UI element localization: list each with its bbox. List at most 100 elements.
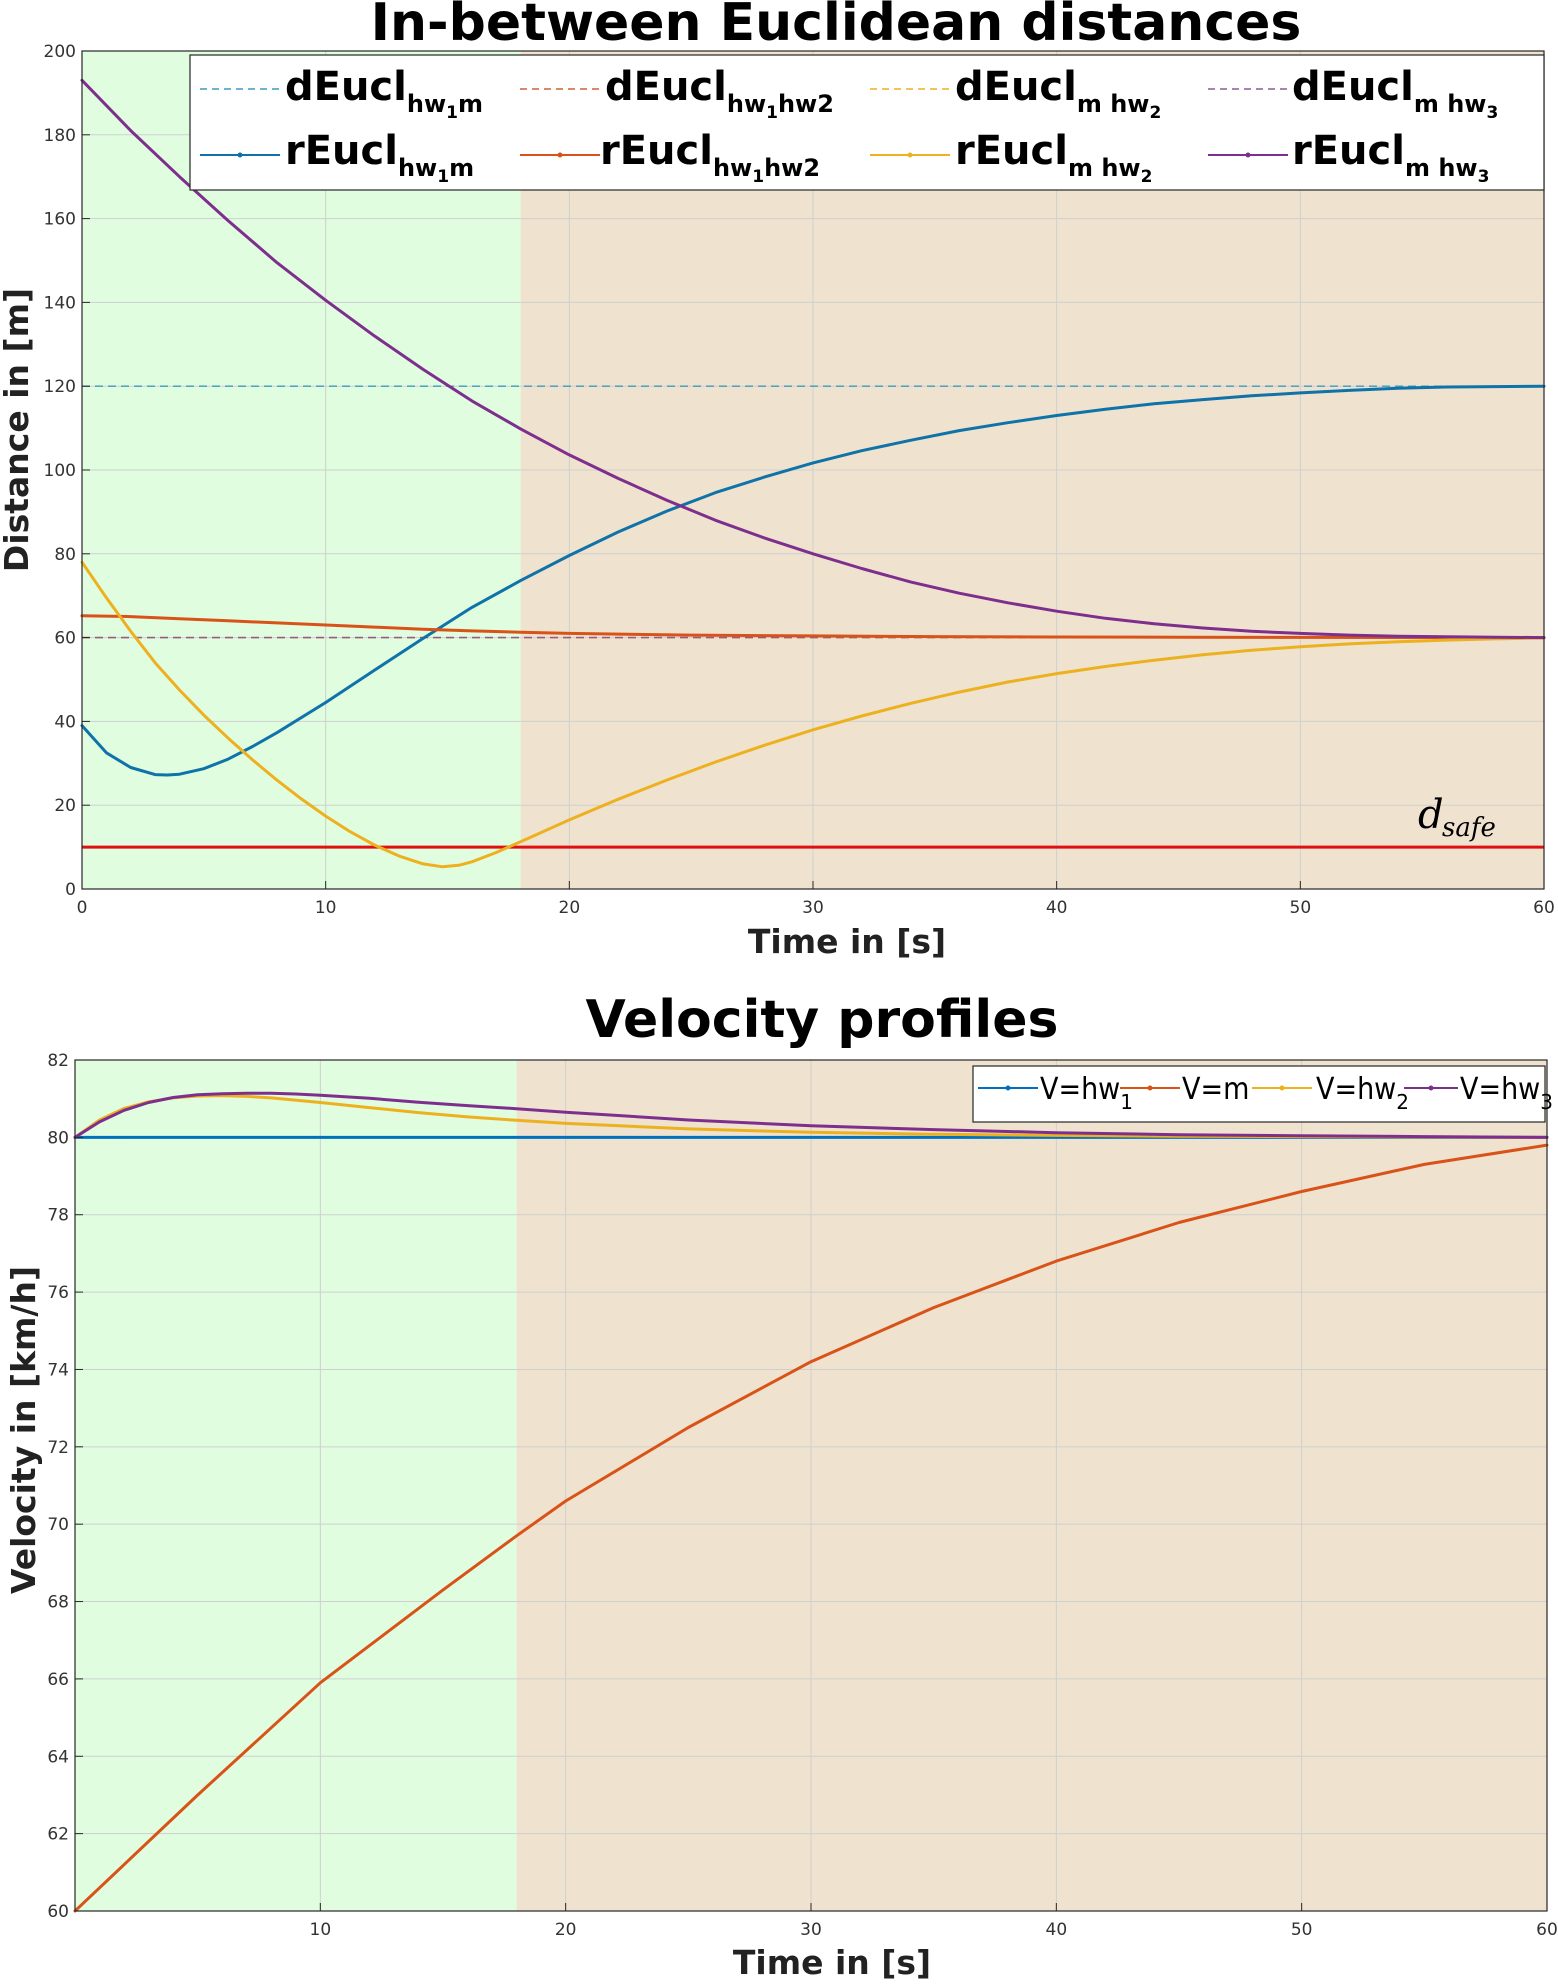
series-line-rEucl_mhw3 <box>80 78 1546 640</box>
x-tick-label-60: 60 <box>1536 1920 1558 1940</box>
svg-text:dEuclm hw3: dEuclm hw3 <box>1292 64 1498 123</box>
legend-sub-dEucl-hw1hw2-2: 1 <box>766 103 778 123</box>
y-tick-label-76: 76 <box>47 1283 69 1303</box>
velocity-y-axis-label: Velocity in [km/h] <box>4 1266 43 1594</box>
svg-text:V=hw1: V=hw1 <box>1040 1072 1133 1114</box>
svg-text:dEuclm hw2: dEuclm hw2 <box>955 64 1161 123</box>
legend-text-dEucl-mhw3: dEucl <box>1292 64 1414 110</box>
legend-sub-rEucl-mhw3-1: m hw <box>1405 154 1478 182</box>
y-tick-label-66: 66 <box>47 1670 69 1690</box>
distance-reference-lines <box>82 385 1544 639</box>
x-tick-label-40: 40 <box>1046 898 1068 918</box>
distance-y-axis-label: Distance in [m] <box>0 288 36 572</box>
y-tick-label-120: 120 <box>44 377 76 397</box>
legend-sub-v-hw1: 1 <box>1120 1090 1133 1114</box>
svg-text:rEuclhw1m: rEuclhw1m <box>285 128 474 187</box>
svg-text:rEuclhw1hw2: rEuclhw1hw2 <box>600 128 820 187</box>
distance-legend: dEuclhw1m dEuclhw1hw2 dEuclm hw2 dEuclm … <box>189 54 1545 191</box>
legend-sub-dEucl-hw1m-2: 1 <box>446 103 458 123</box>
distance-x-axis-label: Time in [s] <box>748 922 946 961</box>
legend-sub-v-hw3: 3 <box>1540 1090 1553 1114</box>
legend-entry-dEucl-hw1m: dEuclhw1m <box>200 64 483 123</box>
x-tick-label-20: 20 <box>555 1920 577 1940</box>
y-tick-label-72: 72 <box>47 1438 69 1458</box>
y-tick-label-200: 200 <box>44 42 76 62</box>
velocity-tick-labels: 10 20 30 40 50 60 60 62 64 66 68 70 72 74 76 78 80 82 <box>47 1051 1557 1940</box>
y-tick-label-70: 70 <box>47 1515 69 1535</box>
dsafe-label-sub: safe <box>1442 813 1496 843</box>
legend-sub-dEucl-hw1hw2-3: hw2 <box>778 90 834 118</box>
legend-sub-rEucl-hw1m-1: hw <box>398 154 437 182</box>
velocity-phase-regions <box>75 1060 1547 1911</box>
velocity-legend-box <box>972 1065 1546 1123</box>
phase-region-1 <box>75 1060 517 1911</box>
legend-text-rEucl-mhw3: rEucl <box>1292 128 1405 174</box>
dsafe-label-main: d <box>1418 792 1444 838</box>
x-tick-label-0: 0 <box>77 898 88 918</box>
legend-sub-rEucl-hw1m-2: 1 <box>437 167 449 187</box>
series-line-rEucl_mhw2 <box>80 560 1546 869</box>
dsafe-label: d safe <box>1418 792 1496 843</box>
legend-entry-dEucl-mhw3: dEuclm hw3 <box>1208 64 1498 123</box>
x-tick-label-50: 50 <box>1291 1920 1313 1940</box>
legend-entry-dEucl-mhw2: dEuclm hw2 <box>870 64 1161 123</box>
y-tick-label-80: 80 <box>54 545 76 565</box>
legend-entry-dEucl-hw1hw2: dEuclhw1hw2 <box>520 64 834 123</box>
y-tick-label-68: 68 <box>47 1593 69 1613</box>
x-tick-label-20: 20 <box>559 898 581 918</box>
y-tick-label-180: 180 <box>44 126 76 146</box>
legend-entry-v-hw1: V=hw1 <box>978 1072 1133 1114</box>
y-tick-label-74: 74 <box>47 1360 69 1380</box>
legend-text-v-hw1: V=hw <box>1040 1072 1120 1107</box>
velocity-legend: V=hw1 V=m V=hw2 V=hw3 <box>972 1065 1553 1123</box>
legend-text-rEucl-hw1m: rEucl <box>285 128 398 174</box>
series-line-V=m <box>73 1143 1549 1913</box>
x-tick-label-10: 10 <box>310 1920 332 1940</box>
y-tick-label-78: 78 <box>47 1206 69 1226</box>
legend-sub-rEucl-mhw2-1: m hw <box>1068 154 1141 182</box>
velocity-series <box>73 1091 1549 1913</box>
svg-text:V=m: V=m <box>1182 1072 1249 1107</box>
legend-entry-rEucl-hw1hw2: rEuclhw1hw2 <box>520 128 820 187</box>
x-tick-label-50: 50 <box>1290 898 1312 918</box>
y-tick-label-60: 60 <box>47 1902 69 1922</box>
svg-text:dEuclhw1m: dEuclhw1m <box>285 64 483 123</box>
svg-text:rEuclm hw3: rEuclm hw3 <box>1292 128 1489 187</box>
legend-text-v-m: V=m <box>1182 1072 1249 1107</box>
legend-entry-rEucl-mhw2: rEuclm hw2 <box>870 128 1152 187</box>
legend-text-v-hw3: V=hw <box>1460 1072 1540 1107</box>
legend-sub-rEucl-hw1hw2-3: hw2 <box>764 154 820 182</box>
legend-marker-v-hw1 <box>1005 1085 1011 1091</box>
legend-text-rEucl-hw1hw2: rEucl <box>600 128 713 174</box>
legend-text-dEucl-hw1m: dEucl <box>285 64 407 110</box>
legend-entry-v-hw3: V=hw3 <box>1404 1072 1553 1114</box>
y-tick-label-20: 20 <box>54 796 76 816</box>
legend-sub-dEucl-mhw2-2: 2 <box>1149 103 1161 123</box>
velocity-chart: Velocity profiles 10 20 30 40 50 60 60 62 64 66 68… <box>4 990 1558 1982</box>
x-tick-label-10: 10 <box>315 898 337 918</box>
legend-sub-rEucl-mhw2-2: 2 <box>1141 167 1153 187</box>
svg-text:dEuclhw1hw2: dEuclhw1hw2 <box>605 64 834 123</box>
series-line-V=hw3 <box>73 1091 1549 1139</box>
legend-sub-rEucl-hw1hw2-1: hw <box>713 154 752 182</box>
legend-entry-rEucl-hw1m: rEuclhw1m <box>200 128 474 187</box>
y-tick-label-82: 82 <box>47 1051 69 1071</box>
legend-sub-dEucl-mhw3-1: m hw <box>1414 90 1487 118</box>
y-tick-label-64: 64 <box>47 1747 69 1767</box>
legend-text-dEucl-hw1hw2: dEucl <box>605 64 727 110</box>
distance-legend-box <box>189 54 1545 191</box>
legend-sub-dEucl-hw1hw2-1: hw <box>727 90 766 118</box>
legend-marker-rEucl-mhw3 <box>1245 152 1251 158</box>
y-tick-label-40: 40 <box>54 712 76 732</box>
legend-text-v-hw2: V=hw <box>1316 1072 1396 1107</box>
legend-sub-dEucl-mhw2-1: m hw <box>1077 90 1150 118</box>
x-tick-label-30: 30 <box>802 898 824 918</box>
y-tick-label-80: 80 <box>47 1128 69 1148</box>
distance-series <box>80 78 1546 869</box>
legend-sub-dEucl-hw1m-3: m <box>458 90 483 118</box>
legend-sub-rEucl-hw1m-3: m <box>449 154 474 182</box>
legend-sub-dEucl-mhw3-2: 3 <box>1486 103 1498 123</box>
x-tick-label-60: 60 <box>1533 898 1555 918</box>
